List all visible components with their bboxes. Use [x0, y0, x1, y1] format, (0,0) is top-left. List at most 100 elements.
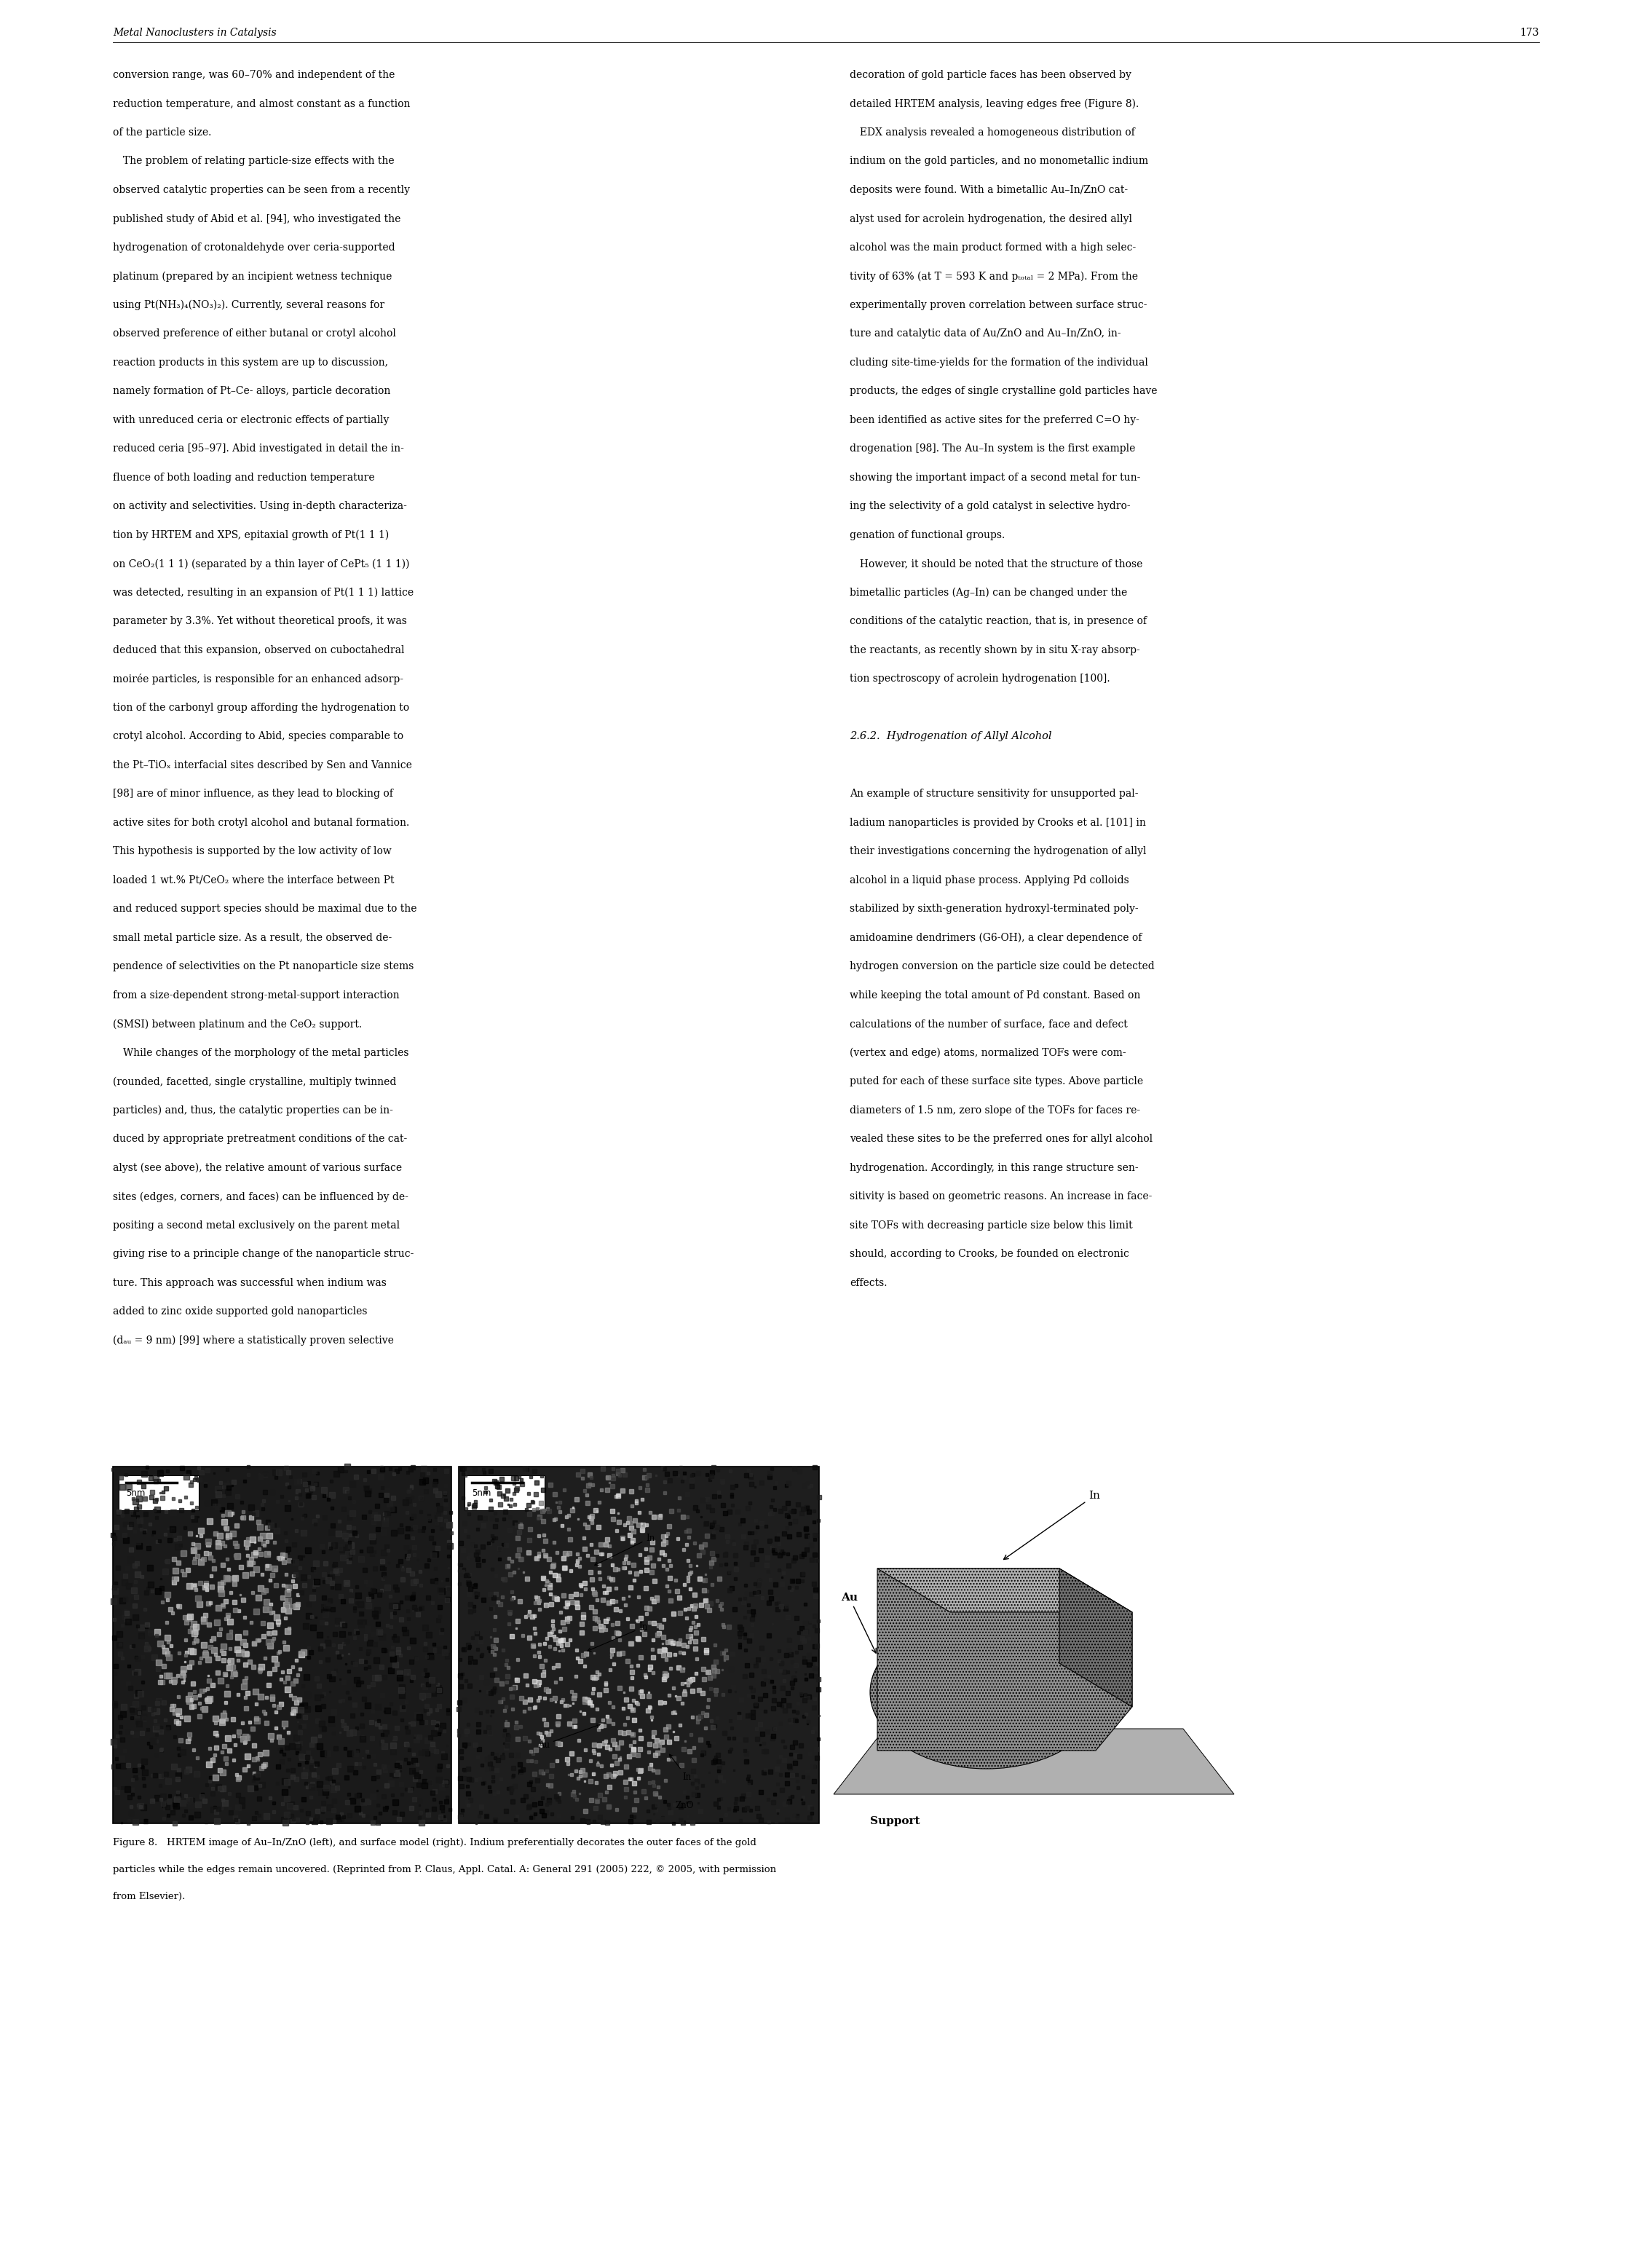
- Text: from Elsevier).: from Elsevier).: [112, 1893, 185, 1902]
- Text: 173: 173: [1520, 27, 1540, 38]
- Text: deposits were found. With a bimetallic Au–In/ZnO cat-: deposits were found. With a bimetallic A…: [849, 185, 1128, 196]
- Text: indium on the gold particles, and no monometallic indium: indium on the gold particles, and no mon…: [849, 155, 1148, 167]
- Text: (vertex and edge) atoms, normalized TOFs were com-: (vertex and edge) atoms, normalized TOFs…: [849, 1048, 1127, 1059]
- Text: deduced that this expansion, observed on cuboctahedral: deduced that this expansion, observed on…: [112, 644, 405, 656]
- Text: alcohol was the main product formed with a high selec-: alcohol was the main product formed with…: [849, 243, 1137, 252]
- Text: observed catalytic properties can be seen from a recently: observed catalytic properties can be see…: [112, 185, 410, 196]
- Text: cluding site-time-yields for the formation of the individual: cluding site-time-yields for the formati…: [849, 358, 1148, 367]
- Text: of the particle size.: of the particle size.: [112, 128, 211, 137]
- Text: hydrogenation of crotonaldehyde over ceria-supported: hydrogenation of crotonaldehyde over cer…: [112, 243, 395, 252]
- Text: while keeping the total amount of Pd constant. Based on: while keeping the total amount of Pd con…: [849, 991, 1140, 1000]
- Text: 5nm: 5nm: [126, 1489, 145, 1498]
- Text: was detected, resulting in an expansion of Pt(1 1 1) lattice: was detected, resulting in an expansion …: [112, 588, 413, 597]
- Text: stabilized by sixth-generation hydroxyl-terminated poly-: stabilized by sixth-generation hydroxyl-…: [849, 903, 1138, 915]
- Text: published study of Abid et al. [94], who investigated the: published study of Abid et al. [94], who…: [112, 214, 401, 223]
- Text: drogenation [98]. The Au–In system is the first example: drogenation [98]. The Au–In system is th…: [849, 444, 1135, 455]
- Text: ZnO: ZnO: [676, 1800, 694, 1809]
- Text: alyst (see above), the relative amount of various surface: alyst (see above), the relative amount o…: [112, 1163, 401, 1174]
- Text: effects.: effects.: [849, 1277, 887, 1289]
- Text: added to zinc oxide supported gold nanoparticles: added to zinc oxide supported gold nanop…: [112, 1307, 367, 1318]
- Text: from a size-dependent strong-metal-support interaction: from a size-dependent strong-metal-suppo…: [112, 991, 400, 1000]
- Text: puted for each of these surface site types. Above particle: puted for each of these surface site typ…: [849, 1077, 1143, 1086]
- Text: 2.6.2.  Hydrogenation of Allyl Alcohol: 2.6.2. Hydrogenation of Allyl Alcohol: [849, 732, 1052, 741]
- Text: detailed HRTEM analysis, leaving edges free (Figure 8).: detailed HRTEM analysis, leaving edges f…: [849, 99, 1138, 108]
- Text: fluence of both loading and reduction temperature: fluence of both loading and reduction te…: [112, 473, 375, 482]
- Text: should, according to Crooks, be founded on electronic: should, according to Crooks, be founded …: [849, 1248, 1130, 1259]
- Text: giving rise to a principle change of the nanoparticle struc-: giving rise to a principle change of the…: [112, 1248, 413, 1259]
- Text: (rounded, facetted, single crystalline, multiply twinned: (rounded, facetted, single crystalline, …: [112, 1077, 396, 1088]
- Polygon shape: [834, 1728, 1234, 1793]
- Text: amidoamine dendrimers (G6-OH), a clear dependence of: amidoamine dendrimers (G6-OH), a clear d…: [849, 933, 1142, 944]
- Text: hydrogenation. Accordingly, in this range structure sen-: hydrogenation. Accordingly, in this rang…: [849, 1163, 1138, 1174]
- Text: reduction temperature, and almost constant as a function: reduction temperature, and almost consta…: [112, 99, 410, 108]
- Polygon shape: [1059, 1568, 1132, 1708]
- Text: tivity of 63% (at T = 593 K and pₜₒₜₐₗ = 2 MPa). From the: tivity of 63% (at T = 593 K and pₜₒₜₐₗ =…: [849, 270, 1138, 282]
- Text: site TOFs with decreasing particle size below this limit: site TOFs with decreasing particle size …: [849, 1221, 1133, 1230]
- Polygon shape: [877, 1568, 1132, 1751]
- Text: moirée particles, is responsible for an enhanced adsorp-: moirée particles, is responsible for an …: [112, 674, 403, 685]
- Text: alyst used for acrolein hydrogenation, the desired allyl: alyst used for acrolein hydrogenation, t…: [849, 214, 1132, 223]
- Text: namely formation of Pt–Ce- alloys, particle decoration: namely formation of Pt–Ce- alloys, parti…: [112, 385, 390, 397]
- Text: ing the selectivity of a gold catalyst in selective hydro-: ing the selectivity of a gold catalyst i…: [849, 502, 1130, 511]
- Text: vealed these sites to be the preferred ones for allyl alcohol: vealed these sites to be the preferred o…: [849, 1133, 1153, 1145]
- Text: Metal Nanoclusters in Catalysis: Metal Nanoclusters in Catalysis: [112, 27, 276, 38]
- Text: tion of the carbonyl group affording the hydrogenation to: tion of the carbonyl group affording the…: [112, 703, 410, 712]
- Text: (SMSI) between platinum and the CeO₂ support.: (SMSI) between platinum and the CeO₂ sup…: [112, 1018, 362, 1030]
- Ellipse shape: [871, 1615, 1104, 1769]
- Text: EDX analysis revealed a homogeneous distribution of: EDX analysis revealed a homogeneous dist…: [849, 128, 1135, 137]
- Text: the reactants, as recently shown by in situ X-ray absorp-: the reactants, as recently shown by in s…: [849, 644, 1140, 656]
- Text: In: In: [669, 1755, 691, 1782]
- Text: and reduced support species should be maximal due to the: and reduced support species should be ma…: [112, 903, 416, 915]
- Text: experimentally proven correlation between surface struc-: experimentally proven correlation betwee…: [849, 300, 1146, 311]
- Bar: [464, 1476, 545, 1510]
- Text: observed preference of either butanal or crotyl alcohol: observed preference of either butanal or…: [112, 329, 396, 338]
- Text: In: In: [588, 1622, 648, 1651]
- Text: showing the important impact of a second metal for tun-: showing the important impact of a second…: [849, 473, 1140, 482]
- Text: platinum (prepared by an incipient wetness technique: platinum (prepared by an incipient wetne…: [112, 270, 392, 282]
- Text: However, it should be noted that the structure of those: However, it should be noted that the str…: [849, 559, 1143, 570]
- Bar: [119, 1476, 198, 1510]
- Text: In: In: [595, 1534, 654, 1566]
- Text: with unreduced ceria or electronic effects of partially: with unreduced ceria or electronic effec…: [112, 415, 390, 426]
- Text: hydrogen conversion on the particle size could be detected: hydrogen conversion on the particle size…: [849, 962, 1155, 971]
- Text: This hypothesis is supported by the low activity of low: This hypothesis is supported by the low …: [112, 847, 392, 856]
- Text: Au: Au: [841, 1593, 876, 1654]
- Text: In: In: [1004, 1491, 1100, 1559]
- Bar: [112, 1467, 451, 1823]
- Text: The problem of relating particle-size effects with the: The problem of relating particle-size ef…: [112, 155, 395, 167]
- Text: positing a second metal exclusively on the parent metal: positing a second metal exclusively on t…: [112, 1221, 400, 1230]
- Polygon shape: [877, 1568, 1132, 1613]
- Text: the Pt–TiOₓ interfacial sites described by Sen and Vannice: the Pt–TiOₓ interfacial sites described …: [112, 759, 411, 771]
- Text: Support: Support: [871, 1816, 920, 1827]
- Text: crotyl alcohol. According to Abid, species comparable to: crotyl alcohol. According to Abid, speci…: [112, 732, 403, 741]
- Text: products, the edges of single crystalline gold particles have: products, the edges of single crystallin…: [849, 385, 1158, 397]
- Text: An example of structure sensitivity for unsupported pal-: An example of structure sensitivity for …: [849, 789, 1138, 800]
- Text: decoration of gold particle faces has been observed by: decoration of gold particle faces has be…: [849, 70, 1132, 81]
- Text: bimetallic particles (Ag–In) can be changed under the: bimetallic particles (Ag–In) can be chan…: [849, 588, 1127, 597]
- Text: genation of functional groups.: genation of functional groups.: [849, 529, 1004, 541]
- Text: Au: Au: [539, 1724, 600, 1751]
- Text: ture and catalytic data of Au/ZnO and Au–In/ZnO, in-: ture and catalytic data of Au/ZnO and Au…: [849, 329, 1122, 338]
- Text: reaction products in this system are up to discussion,: reaction products in this system are up …: [112, 358, 388, 367]
- Text: (dₐᵤ = 9 nm) [99] where a statistically proven selective: (dₐᵤ = 9 nm) [99] where a statistically …: [112, 1336, 393, 1345]
- Text: ture. This approach was successful when indium was: ture. This approach was successful when …: [112, 1277, 387, 1289]
- Text: particles) and, thus, the catalytic properties can be in-: particles) and, thus, the catalytic prop…: [112, 1106, 393, 1115]
- Text: on activity and selectivities. Using in-depth characteriza-: on activity and selectivities. Using in-…: [112, 502, 406, 511]
- Text: [98] are of minor influence, as they lead to blocking of: [98] are of minor influence, as they lea…: [112, 789, 393, 800]
- Text: pendence of selectivities on the Pt nanoparticle size stems: pendence of selectivities on the Pt nano…: [112, 962, 413, 971]
- Text: particles while the edges remain uncovered. (Reprinted from P. Claus, Appl. Cata: particles while the edges remain uncover…: [112, 1865, 776, 1874]
- Text: duced by appropriate pretreatment conditions of the cat-: duced by appropriate pretreatment condit…: [112, 1133, 406, 1145]
- Text: tion spectroscopy of acrolein hydrogenation [100].: tion spectroscopy of acrolein hydrogenat…: [849, 674, 1110, 685]
- Text: been identified as active sites for the preferred C=O hy-: been identified as active sites for the …: [849, 415, 1140, 426]
- Text: While changes of the morphology of the metal particles: While changes of the morphology of the m…: [112, 1048, 408, 1059]
- Text: active sites for both crotyl alcohol and butanal formation.: active sites for both crotyl alcohol and…: [112, 818, 410, 827]
- Text: tion by HRTEM and XPS, epitaxial growth of Pt(1 1 1): tion by HRTEM and XPS, epitaxial growth …: [112, 529, 388, 541]
- Text: loaded 1 wt.% Pt/CeO₂ where the interface between Pt: loaded 1 wt.% Pt/CeO₂ where the interfac…: [112, 874, 395, 885]
- Text: small metal particle size. As a result, the observed de-: small metal particle size. As a result, …: [112, 933, 392, 944]
- Text: Figure 8.   HRTEM image of Au–In/ZnO (left), and surface model (right). Indium p: Figure 8. HRTEM image of Au–In/ZnO (left…: [112, 1838, 757, 1847]
- Bar: [459, 1467, 819, 1823]
- Text: alcohol in a liquid phase process. Applying Pd colloids: alcohol in a liquid phase process. Apply…: [849, 874, 1128, 885]
- Text: conditions of the catalytic reaction, that is, in presence of: conditions of the catalytic reaction, th…: [849, 617, 1146, 626]
- Text: their investigations concerning the hydrogenation of allyl: their investigations concerning the hydr…: [849, 847, 1146, 856]
- Text: sitivity is based on geometric reasons. An increase in face-: sitivity is based on geometric reasons. …: [849, 1192, 1151, 1201]
